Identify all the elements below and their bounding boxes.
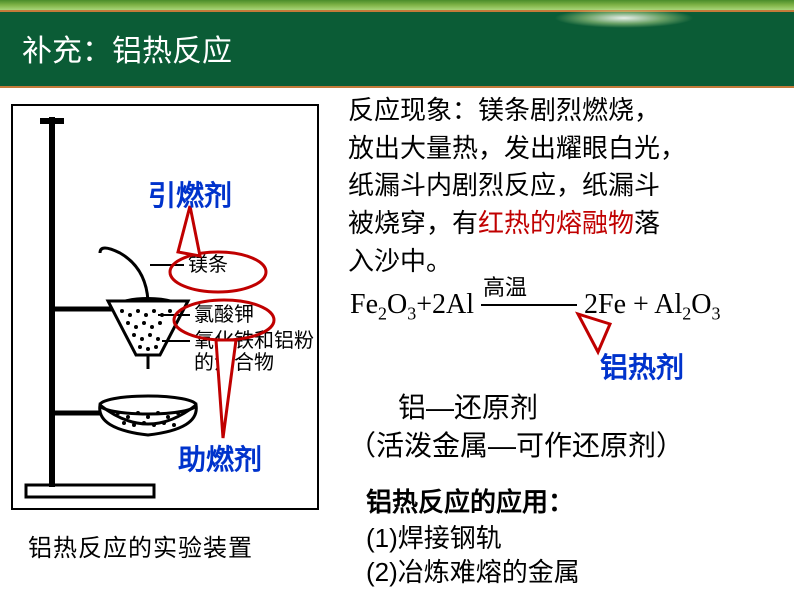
ph-line5: 入沙中。 bbox=[348, 246, 452, 276]
reducer-line2: （活泼金属—可作还原剂） bbox=[348, 424, 684, 464]
eq-o2: O bbox=[691, 289, 711, 320]
applications-title: 铝热反应的应用： bbox=[366, 482, 574, 519]
eq-o: O bbox=[387, 289, 407, 320]
oxidizer-label: 助燃剂 bbox=[178, 438, 262, 478]
eq-s3b: 3 bbox=[712, 304, 721, 324]
thermite-label: 铝热剂 bbox=[600, 346, 684, 386]
application-2: (2)冶炼难熔的金属 bbox=[366, 552, 580, 589]
content-area: 镁条 氯酸钾 氧化铁和铝粉 的混合物 引燃剂 助燃剂 铝热反应的实验装置 反应现… bbox=[0, 88, 794, 602]
reducer-line1: 铝—还原剂 bbox=[398, 386, 538, 426]
eq-s2b: 2 bbox=[682, 304, 691, 324]
ph-line2: 放出大量热，发出耀眼白光， bbox=[348, 133, 686, 163]
svg-text:镁条: 镁条 bbox=[188, 253, 228, 276]
eq-al: +2Al bbox=[416, 289, 474, 320]
ph-line4b: 落 bbox=[634, 208, 660, 238]
eq-s3: 3 bbox=[407, 304, 416, 324]
svg-text:的混合物: 的混合物 bbox=[194, 351, 274, 374]
eq-s2: 2 bbox=[378, 304, 387, 324]
ph-line3: 纸漏斗内剧烈反应，纸漏斗 bbox=[348, 170, 660, 200]
eq-fe: Fe bbox=[350, 289, 378, 320]
phenomenon-text: 反应现象：镁条剧烈燃烧， 放出大量热，发出耀眼白光， 纸漏斗内剧烈反应，纸漏斗 … bbox=[348, 92, 788, 280]
igniter-label: 引燃剂 bbox=[148, 174, 232, 214]
ph-line1: 反应现象：镁条剧烈燃烧， bbox=[348, 95, 660, 125]
top-glow bbox=[554, 8, 694, 28]
svg-text:氯酸钾: 氯酸钾 bbox=[194, 303, 254, 326]
diagram-caption: 铝热反应的实验装置 bbox=[28, 528, 253, 563]
application-1: (1)焊接钢轨 bbox=[366, 518, 502, 555]
apparatus-diagram: 镁条 氯酸钾 氧化铁和铝粉 的混合物 bbox=[0, 93, 340, 523]
ph-line4a: 被烧穿，有 bbox=[348, 208, 478, 238]
svg-text:氧化铁和铝粉: 氧化铁和铝粉 bbox=[194, 329, 314, 352]
ph-red: 红热的熔融物 bbox=[478, 208, 634, 238]
slide-title: 补充：铝热反应 bbox=[22, 35, 232, 68]
eq-cond: 高温 bbox=[481, 270, 529, 302]
